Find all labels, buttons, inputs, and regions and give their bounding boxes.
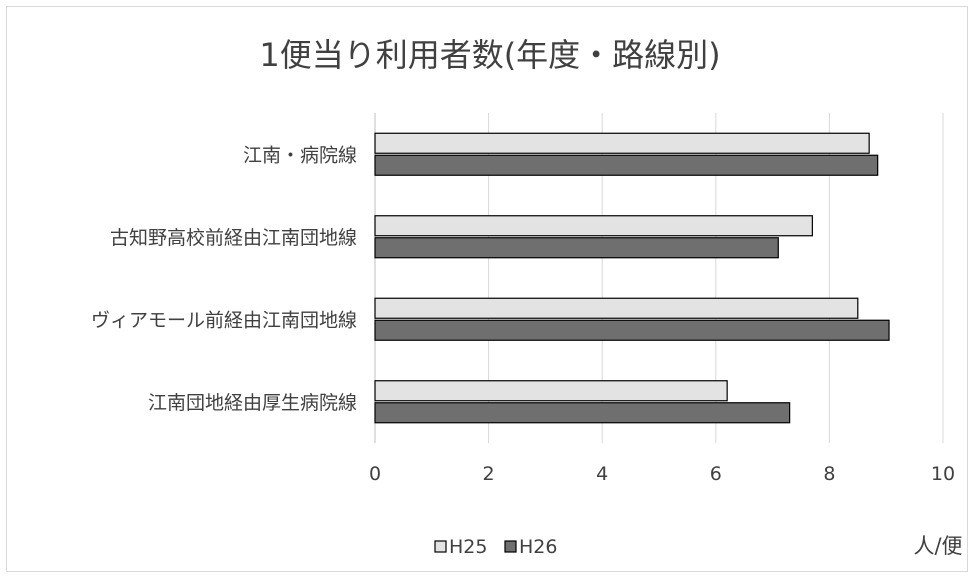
chart-title: 1便当り利用者数(年度・路線別) [259, 36, 720, 74]
legend-label-h25: H25 [449, 536, 487, 558]
x-tick-label: 10 [931, 463, 955, 485]
bar-h26-1 [374, 237, 779, 259]
legend-swatch-h26 [504, 540, 517, 553]
category-label: 古知野高校前経由江南団地線 [110, 227, 357, 249]
bar-h25-3 [374, 380, 728, 402]
bar-h25-1 [374, 215, 813, 237]
bar-h26-3 [374, 402, 791, 424]
category-label: ヴィアモール前経由江南団地線 [91, 309, 357, 331]
bar-h26-2 [374, 319, 890, 341]
bar-h25-2 [374, 297, 859, 319]
x-tick-label: 2 [483, 463, 495, 485]
legend: H25 H26 [434, 536, 557, 558]
x-tick-label: 6 [710, 463, 722, 485]
legend-label-h26: H26 [519, 536, 557, 558]
x-tick-labels: 0 2 4 6 8 10 [369, 463, 955, 485]
category-label: 江南団地経由厚生病院線 [148, 392, 357, 414]
bar-h25-0 [374, 132, 870, 154]
x-tick-label: 4 [596, 463, 608, 485]
category-labels: 江南・病院線古知野高校前経由江南団地線ヴィアモール前経由江南団地線江南団地経由厚… [91, 144, 357, 414]
bar-h26-0 [374, 154, 879, 176]
x-tick-label: 0 [369, 463, 381, 485]
bars [374, 132, 890, 424]
legend-swatch-h25 [434, 540, 447, 553]
category-label: 江南・病院線 [243, 144, 357, 166]
x-tick-label: 8 [823, 463, 835, 485]
x-axis-unit: 人/便 [913, 534, 962, 558]
chart-frame [6, 6, 968, 572]
